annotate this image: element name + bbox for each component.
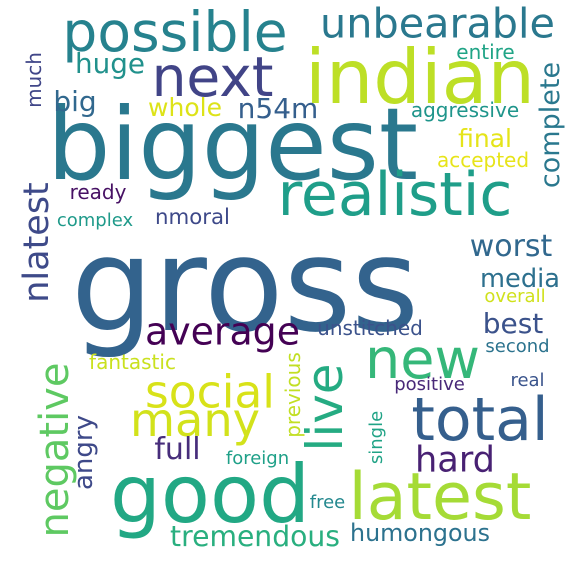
word-second: second [485, 336, 550, 357]
word-live: live [296, 363, 354, 452]
word-indian: indian [305, 33, 535, 122]
word-good: good [110, 447, 310, 541]
word-best: best [482, 307, 544, 340]
word-fantastic: fantastic [89, 350, 176, 374]
word-angry: angry [69, 415, 99, 490]
word-complete: complete [535, 61, 566, 189]
word-previous: previous [281, 352, 305, 438]
word-new: new [365, 327, 480, 393]
word-biggest: biggest [46, 86, 419, 203]
word-unstitched: unstitched [317, 316, 423, 340]
word-n54m: n54m [237, 92, 319, 125]
word-much: much [22, 52, 46, 108]
word-overall: overall [484, 286, 546, 307]
word-free: free [309, 492, 346, 513]
word-single: single [366, 410, 387, 465]
word-tremendous: tremendous [170, 519, 340, 553]
word-final: final [458, 124, 512, 153]
word-positive: positive [394, 374, 465, 395]
word-possible: possible [62, 0, 288, 64]
word-unbearable: unbearable [320, 0, 555, 48]
word-social: social [145, 365, 275, 419]
word-hard: hard [415, 439, 495, 481]
word-huge: huge [75, 47, 145, 81]
word-entire: entire [456, 40, 515, 64]
word-whole: whole [148, 93, 222, 122]
word-real: real [510, 370, 545, 391]
word-nmoral: nmoral [155, 204, 230, 230]
word-gross: gross [70, 209, 420, 361]
word-nlatest: nlatest [17, 182, 57, 303]
word-big: big [53, 85, 97, 118]
word-media: media [480, 264, 560, 295]
word-aggressive: aggressive [410, 98, 520, 122]
word-full: full [154, 432, 201, 467]
word-average: average [145, 309, 300, 354]
word-humongous: humongous [350, 519, 490, 548]
word-accepted: accepted [436, 148, 530, 172]
word-many: many [130, 392, 260, 447]
word-complex: complex [56, 210, 134, 231]
word-ready: ready [69, 180, 127, 204]
word-next: next [151, 45, 274, 109]
word-total: total [411, 385, 549, 455]
word-latest: latest [348, 460, 532, 535]
word-realistic: realistic [277, 160, 513, 230]
word-worst: worst [469, 229, 553, 264]
word-foreign: foreign [225, 448, 290, 469]
